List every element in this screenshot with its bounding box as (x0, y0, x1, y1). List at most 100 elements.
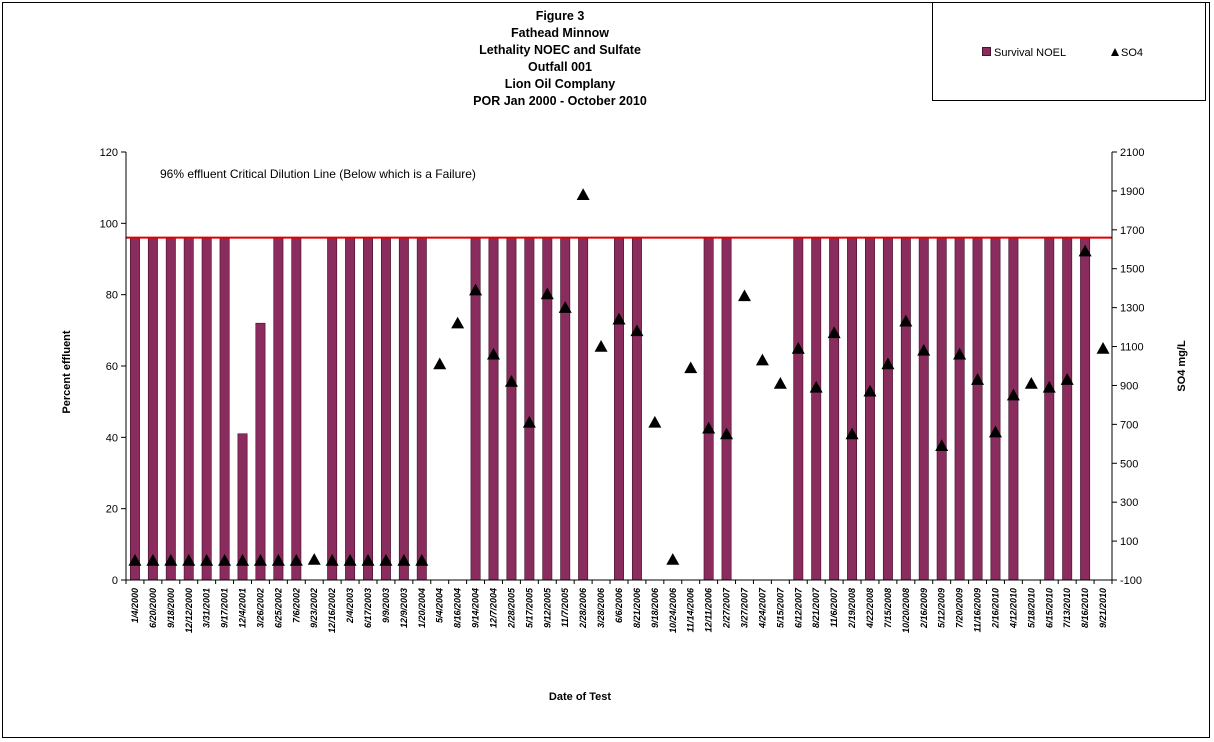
bar-survival-noel (273, 237, 284, 581)
markers-layer (128, 188, 1110, 566)
marker-so4 (737, 289, 751, 302)
marker-so4 (504, 375, 518, 387)
bar-survival-noel (954, 237, 965, 581)
bar-survival-noel (900, 237, 911, 581)
x-tick-label: 10/20/2008 (901, 588, 911, 633)
marker-so4 (666, 553, 680, 565)
bar-survival-noel (1080, 237, 1091, 581)
bar-survival-noel (201, 237, 212, 581)
x-tick-label: 9/17/2001 (220, 588, 230, 628)
x-tick-label: 10/24/2006 (668, 587, 678, 633)
x-tick-label: 6/6/2006 (614, 587, 624, 623)
bar-survival-noel (847, 237, 858, 581)
bar-survival-noel (882, 237, 893, 581)
marker-so4 (253, 554, 267, 566)
marker-so4 (953, 347, 967, 360)
y-right-tick-label: 900 (1120, 380, 1138, 392)
marker-so4 (630, 324, 644, 337)
bar-survival-noel (147, 237, 158, 581)
y-right-tick-label: 500 (1120, 458, 1138, 470)
marker-so4 (415, 554, 429, 566)
bar-survival-noel (936, 237, 947, 581)
y-right-tick-label: -100 (1120, 575, 1142, 587)
bar-survival-noel (829, 237, 840, 581)
bar-survival-noel (721, 237, 732, 581)
marker-so4 (128, 554, 142, 566)
x-tick-label: 2/28/2005 (506, 587, 516, 629)
x-tick-label: 8/21/2006 (632, 587, 642, 628)
x-tick-label: 6/15/2010 (1044, 588, 1054, 628)
marker-so4 (773, 377, 787, 389)
x-tick-label: 2/4/2003 (345, 588, 355, 624)
marker-so4 (1042, 380, 1056, 393)
marker-so4 (361, 554, 375, 566)
x-tick-label: 7/15/2008 (883, 588, 893, 628)
y-right-tick-label: 300 (1120, 497, 1138, 509)
x-tick-label: 12/11/2006 (704, 587, 714, 632)
bar-survival-noel (255, 322, 266, 581)
marker-so4 (917, 343, 931, 356)
bar-survival-noel (990, 237, 1001, 581)
y-left-tick-label: 0 (112, 575, 118, 587)
marker-so4 (899, 314, 913, 327)
y-right-tick-label: 100 (1120, 536, 1138, 548)
marker-so4 (648, 415, 662, 428)
marker-so4 (379, 554, 393, 566)
bar-survival-noel (398, 237, 409, 581)
y-left-tick-label: 120 (100, 147, 118, 159)
marker-so4 (164, 554, 178, 566)
marker-so4 (1006, 388, 1020, 401)
x-axis-title: Date of Test (549, 691, 611, 703)
marker-so4 (433, 357, 447, 370)
x-tick-label: 2/27/2007 (722, 587, 732, 629)
legend: Survival NOEL SO4 (932, 2, 1206, 101)
y-right-tick-label: 1100 (1120, 342, 1144, 354)
marker-so4 (307, 553, 321, 565)
bar-survival-noel (560, 237, 571, 581)
x-tick-label: 2/16/2010 (990, 588, 1000, 629)
marker-so4 (271, 554, 285, 566)
bar-survival-noel (488, 237, 499, 581)
legend-label-so4: SO4 (1121, 47, 1144, 59)
marker-so4 (218, 554, 232, 566)
title-line-2: Fathead Minnow (511, 26, 609, 40)
legend-triangle-swatch (1111, 48, 1119, 56)
y-right-tick-label: 700 (1120, 419, 1138, 431)
x-tick-label: 11/7/2005 (560, 587, 570, 627)
x-tick-label: 11/14/2006 (686, 587, 696, 632)
axes-layer: 0 20 40 60 80 100 120 -100 100 300 500 700 900 1100 13… (100, 147, 1145, 633)
bar-survival-noel (614, 237, 624, 581)
marker-so4 (1078, 244, 1092, 257)
x-tick-label: 12/7/2004 (489, 588, 499, 628)
y-left-tick-label: 60 (106, 361, 118, 373)
marker-so4 (809, 380, 823, 393)
title-line-1: Figure 3 (535, 9, 585, 23)
y-right-tick-label: 1300 (1120, 303, 1144, 315)
x-tick-label: 9/9/2003 (381, 588, 391, 623)
bar-survival-noel (1062, 237, 1073, 581)
marker-so4 (182, 554, 196, 566)
marker-so4 (791, 341, 805, 354)
x-tick-label: 12/9/2003 (399, 588, 409, 628)
x-tick-label: 7/20/2009 (955, 588, 965, 628)
y-axis-left-title: Percent effluent (61, 330, 73, 413)
marker-so4 (236, 554, 250, 566)
x-tick-label: 6/17/2003 (363, 588, 373, 628)
bar-survival-noel (631, 237, 642, 581)
marker-so4 (863, 384, 877, 397)
bar-survival-noel (506, 237, 517, 581)
x-tick-label: 5/17/2005 (524, 587, 534, 628)
y-left-tick-label: 20 (106, 504, 118, 516)
marker-so4 (397, 554, 411, 566)
marker-so4 (1024, 377, 1038, 389)
x-tick-label: 5/15/2007 (775, 587, 785, 628)
x-tick-label: 2/28/2006 (578, 587, 588, 629)
bar-survival-noel (183, 237, 194, 581)
x-tick-label: 11/6/2007 (829, 587, 839, 627)
marker-so4 (988, 425, 1002, 438)
x-tick-label: 9/14/2004 (471, 588, 481, 628)
chart-title: Figure 3 Fathead Minnow Lethality NOEC a… (250, 8, 870, 110)
x-tick-label: 5/18/2010 (1026, 588, 1036, 628)
marker-so4 (702, 421, 716, 434)
